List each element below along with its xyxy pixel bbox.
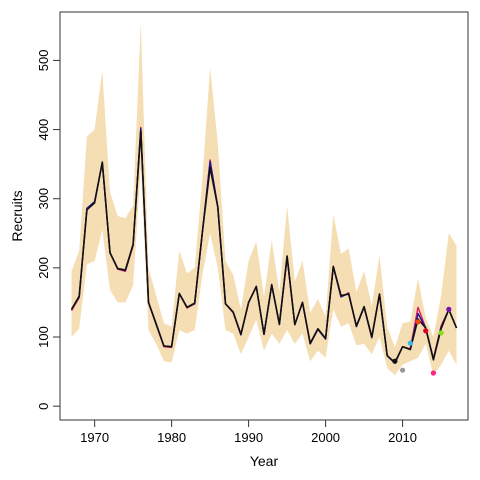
y-tick-label-100: 100: [36, 326, 51, 348]
x-tick-label-1990: 1990: [234, 430, 263, 445]
data-point-2016: [446, 306, 452, 312]
y-tick-label-200: 200: [36, 257, 51, 279]
y-tick-label-300: 300: [36, 188, 51, 210]
y-axis-title: Recruits: [9, 190, 25, 241]
data-point-2015: [438, 330, 444, 336]
series-line-3: [70, 130, 458, 364]
data-point-2010: [400, 367, 406, 373]
data-point-2014: [430, 370, 436, 376]
x-tick-label-2010: 2010: [388, 430, 417, 445]
data-point-2013: [423, 328, 429, 334]
plot-area: [70, 22, 458, 376]
y-tick-label-400: 400: [36, 119, 51, 141]
data-point-2011: [407, 340, 413, 346]
axes: 1970 1980 1990 2000 2010 0 100 200 300 400 500: [36, 50, 417, 445]
data-point-2009: [392, 358, 398, 364]
data-point-2012: [415, 319, 421, 325]
confidence-band: [71, 22, 457, 376]
x-axis-title: Year: [250, 453, 279, 469]
x-tick-label-1970: 1970: [80, 430, 109, 445]
x-tick-label-2000: 2000: [311, 430, 340, 445]
x-tick-label-1980: 1980: [157, 430, 186, 445]
y-tick-label-0: 0: [36, 403, 51, 410]
y-tick-label-500: 500: [36, 50, 51, 72]
